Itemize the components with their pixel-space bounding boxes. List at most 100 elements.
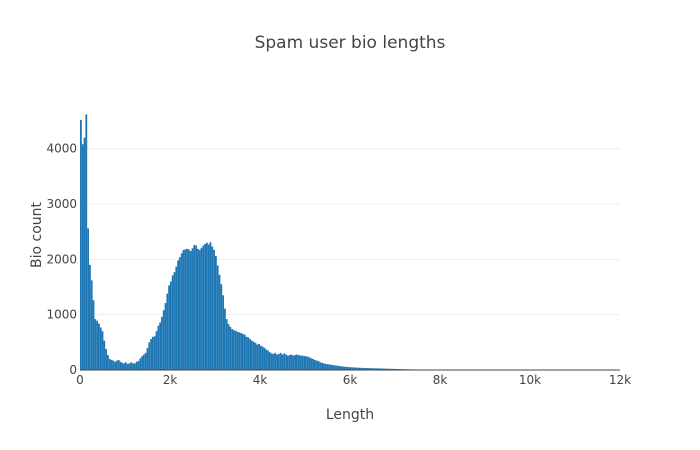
histogram-bar[interactable] bbox=[216, 265, 219, 370]
histogram-bar[interactable] bbox=[227, 324, 230, 370]
histogram-bar[interactable] bbox=[344, 366, 347, 370]
histogram-bar[interactable] bbox=[197, 248, 199, 370]
histogram-bar[interactable] bbox=[312, 358, 314, 370]
histogram-bar[interactable] bbox=[153, 336, 156, 370]
histogram-bar[interactable] bbox=[245, 336, 248, 370]
histogram-bar[interactable] bbox=[81, 144, 84, 370]
histogram-bar[interactable] bbox=[265, 349, 268, 370]
histogram-bar[interactable] bbox=[391, 368, 394, 370]
histogram-bar[interactable] bbox=[121, 362, 124, 370]
histogram-bar[interactable] bbox=[269, 352, 271, 370]
histogram-bar[interactable] bbox=[108, 358, 111, 370]
histogram-bar[interactable] bbox=[184, 249, 187, 370]
histogram-bar[interactable] bbox=[279, 352, 282, 370]
histogram-bar[interactable] bbox=[155, 331, 158, 370]
histogram-bar[interactable] bbox=[191, 248, 194, 370]
histogram-bar[interactable] bbox=[204, 243, 206, 370]
histogram-bar[interactable] bbox=[366, 368, 368, 370]
histogram-bar[interactable] bbox=[270, 353, 273, 370]
histogram-bar[interactable] bbox=[355, 367, 358, 370]
histogram-bar[interactable] bbox=[333, 365, 336, 370]
histogram-bar[interactable] bbox=[180, 253, 183, 370]
histogram-bar[interactable] bbox=[348, 367, 350, 370]
histogram-bar[interactable] bbox=[186, 248, 188, 370]
histogram-bar[interactable] bbox=[198, 249, 201, 370]
histogram-bar[interactable] bbox=[193, 244, 196, 370]
histogram-bar[interactable] bbox=[215, 256, 217, 370]
histogram-bar[interactable] bbox=[378, 368, 381, 370]
histogram-bar[interactable] bbox=[114, 361, 116, 370]
histogram-bar[interactable] bbox=[128, 363, 131, 370]
histogram-bar[interactable] bbox=[371, 368, 374, 370]
histogram-bar[interactable] bbox=[177, 260, 179, 370]
histogram-bar[interactable] bbox=[148, 342, 151, 370]
histogram-bar[interactable] bbox=[231, 329, 233, 370]
histogram-bar[interactable] bbox=[90, 280, 93, 370]
histogram-bar[interactable] bbox=[123, 363, 125, 370]
histogram-bar[interactable] bbox=[260, 345, 262, 370]
histogram-bar[interactable] bbox=[339, 366, 341, 370]
histogram-bar[interactable] bbox=[162, 310, 165, 370]
histogram-bar[interactable] bbox=[380, 368, 383, 370]
histogram-bar[interactable] bbox=[159, 322, 161, 370]
histogram-bar[interactable] bbox=[359, 367, 361, 370]
histogram-bar[interactable] bbox=[274, 352, 277, 370]
histogram-bar[interactable] bbox=[306, 356, 309, 370]
histogram-bar[interactable] bbox=[152, 336, 154, 370]
histogram-bar[interactable] bbox=[321, 362, 323, 370]
histogram-bar[interactable] bbox=[373, 368, 376, 370]
histogram-bar[interactable] bbox=[164, 303, 167, 370]
histogram-bar[interactable] bbox=[332, 365, 334, 370]
histogram-bar[interactable] bbox=[285, 354, 287, 370]
histogram-bar[interactable] bbox=[294, 355, 296, 370]
histogram-bar[interactable] bbox=[247, 337, 250, 370]
histogram-bar[interactable] bbox=[267, 350, 269, 370]
histogram-bar[interactable] bbox=[278, 353, 280, 370]
histogram-bar[interactable] bbox=[360, 367, 363, 370]
histogram-bar[interactable] bbox=[107, 355, 109, 370]
histogram-bar[interactable] bbox=[96, 320, 98, 370]
histogram-bar[interactable] bbox=[143, 354, 145, 370]
histogram-bar[interactable] bbox=[85, 114, 88, 370]
histogram-bar[interactable] bbox=[161, 316, 163, 370]
histogram-bar[interactable] bbox=[116, 360, 118, 370]
histogram-bar[interactable] bbox=[139, 358, 142, 370]
histogram-bar[interactable] bbox=[393, 368, 395, 370]
histogram-bar[interactable] bbox=[330, 364, 332, 370]
histogram-bar[interactable] bbox=[213, 249, 215, 370]
histogram-bar[interactable] bbox=[308, 357, 311, 370]
histogram-bar[interactable] bbox=[324, 363, 327, 370]
histogram-bar[interactable] bbox=[170, 281, 172, 370]
histogram-bar[interactable] bbox=[105, 348, 107, 370]
histogram-bar[interactable] bbox=[220, 284, 223, 370]
histogram-bar[interactable] bbox=[101, 331, 104, 370]
histogram-bar[interactable] bbox=[290, 354, 293, 370]
histogram-bar[interactable] bbox=[353, 367, 356, 370]
histogram-bar[interactable] bbox=[171, 275, 174, 370]
histogram-bar[interactable] bbox=[263, 347, 266, 370]
histogram-bar[interactable] bbox=[261, 346, 264, 370]
histogram-bar[interactable] bbox=[137, 361, 140, 370]
histogram-bar[interactable] bbox=[276, 354, 278, 370]
histogram-bar[interactable] bbox=[236, 331, 239, 370]
histogram-bar[interactable] bbox=[342, 366, 345, 370]
histogram-bar[interactable] bbox=[364, 368, 367, 370]
histogram-bar[interactable] bbox=[119, 361, 122, 370]
histogram-bar[interactable] bbox=[87, 228, 89, 370]
histogram-bar[interactable] bbox=[256, 344, 259, 370]
histogram-bar[interactable] bbox=[222, 295, 224, 370]
histogram-bar[interactable] bbox=[224, 308, 226, 370]
histogram-bar[interactable] bbox=[368, 368, 370, 370]
histogram-bar[interactable] bbox=[315, 360, 318, 370]
histogram-bar[interactable] bbox=[254, 342, 257, 370]
histogram-bar[interactable] bbox=[287, 355, 289, 370]
histogram-bar[interactable] bbox=[200, 247, 203, 370]
histogram-bar[interactable] bbox=[326, 364, 329, 370]
histogram-bar[interactable] bbox=[395, 368, 397, 370]
histogram-bar[interactable] bbox=[89, 264, 91, 370]
histogram-bar[interactable] bbox=[92, 300, 95, 370]
histogram-bar[interactable] bbox=[141, 356, 143, 370]
histogram-bar[interactable] bbox=[83, 137, 86, 370]
histogram-bar[interactable] bbox=[166, 293, 169, 370]
histogram-bar[interactable] bbox=[157, 325, 160, 370]
